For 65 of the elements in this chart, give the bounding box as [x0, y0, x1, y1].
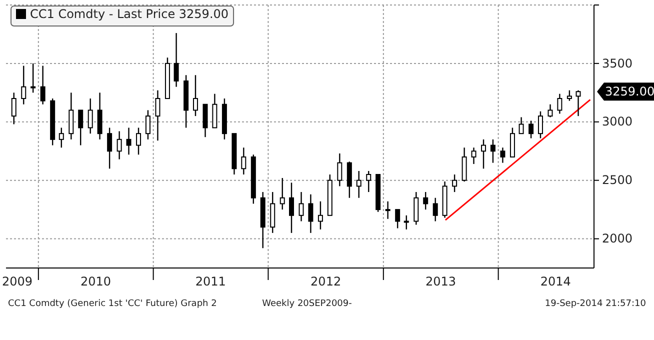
candlestick — [289, 182, 294, 234]
legend-label: CC1 Comdty - Last Price 3259.00 — [30, 7, 229, 21]
candlestick — [566, 90, 572, 102]
candlestick — [30, 62, 36, 94]
candlestick — [481, 138, 486, 170]
candlestick — [192, 74, 198, 117]
candlestick — [116, 130, 122, 160]
candlestick — [11, 92, 16, 125]
candlestick — [432, 197, 438, 222]
candlestick — [21, 65, 26, 105]
candlestick — [270, 191, 276, 234]
candlestick — [155, 90, 160, 142]
candlestick — [346, 161, 352, 198]
candlestick — [126, 127, 132, 156]
candlestick — [97, 92, 102, 140]
candlestick — [490, 138, 496, 164]
y-tick-label: 2000 — [602, 232, 633, 246]
candlestick — [518, 116, 524, 134]
candlestick — [500, 147, 506, 164]
candlestick — [423, 191, 428, 210]
candlestick — [136, 127, 142, 156]
candlestick — [58, 127, 64, 148]
candlestick — [528, 120, 534, 139]
candlestick — [88, 98, 93, 134]
candlestick — [337, 152, 342, 187]
candlestick — [68, 92, 74, 140]
text: Weekly 20SEP2009- — [262, 299, 352, 309]
candlestick — [576, 90, 581, 117]
candlestick — [538, 110, 543, 139]
candlestick — [548, 104, 553, 118]
candlestick — [452, 174, 458, 193]
candlestick — [212, 93, 218, 128]
y-tick-label: 2500 — [602, 173, 633, 188]
y-tick-label: 3000 — [602, 114, 633, 129]
text: 3259.00 — [605, 84, 654, 99]
candlestick — [471, 147, 476, 165]
candlestick — [414, 191, 419, 226]
candlestick — [280, 177, 285, 210]
text: CC1 Comdty (Generic 1st 'CC' Future) Graph 2 — [8, 299, 217, 309]
candlestick — [298, 191, 304, 222]
candlestick — [356, 170, 362, 198]
candlestick — [308, 194, 314, 234]
candlestick — [318, 200, 323, 230]
candlestick — [107, 127, 112, 170]
x-tick-label: 2013 — [425, 274, 456, 289]
candlestick — [385, 200, 390, 220]
candlestick — [404, 214, 409, 230]
x-tick-label: 2014 — [540, 274, 571, 289]
x-tick-label: 2010 — [80, 274, 111, 289]
text: 19-Sep-2014 21:57:10 — [544, 299, 646, 309]
candlestick — [510, 127, 515, 158]
candlestick — [557, 93, 562, 114]
candlestick — [366, 170, 372, 193]
candlestick — [40, 65, 46, 105]
x-tick-label: 2009 — [2, 274, 33, 289]
x-tick-label: 2012 — [310, 274, 342, 289]
y-tick-label: 3500 — [602, 56, 633, 70]
candlestick — [145, 110, 150, 140]
candlestick — [174, 32, 179, 88]
x-tick-label: 2011 — [195, 274, 226, 289]
candlestick — [395, 208, 400, 229]
candlestick — [241, 147, 246, 176]
candlestick — [202, 104, 208, 138]
candlestick — [78, 110, 84, 146]
candlestick — [462, 147, 467, 182]
